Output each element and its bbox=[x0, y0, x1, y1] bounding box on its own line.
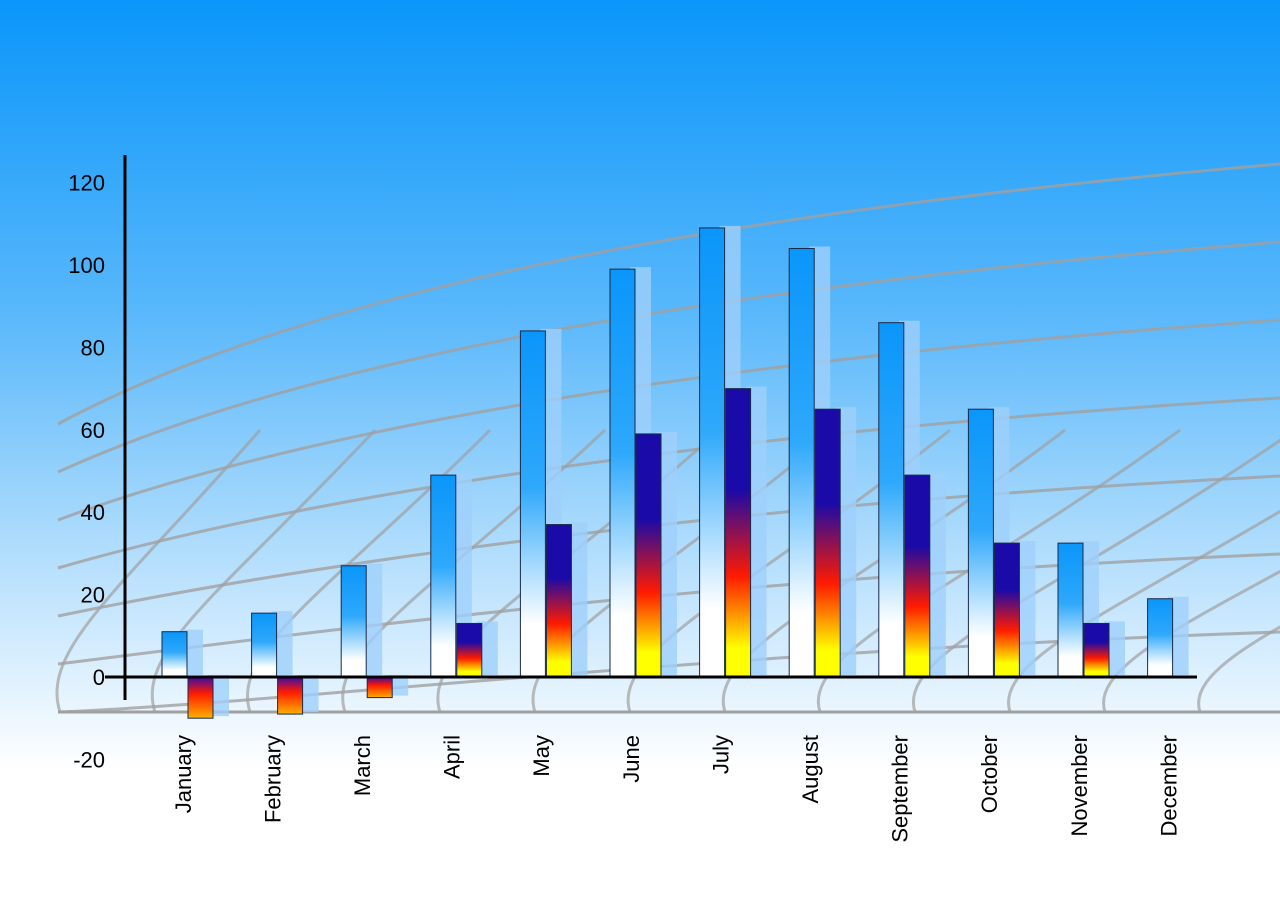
x-tick-label: April bbox=[440, 735, 465, 779]
bar-series2-april bbox=[456, 622, 483, 678]
bar-series1-october bbox=[967, 408, 994, 678]
x-tick-label: January bbox=[171, 735, 196, 813]
y-tick-label: 0 bbox=[93, 665, 105, 690]
x-tick-label: July bbox=[708, 735, 733, 774]
x-tick-label: November bbox=[1067, 735, 1092, 836]
x-tick-label: October bbox=[977, 735, 1002, 813]
bar-series1-may bbox=[519, 330, 546, 678]
grid-line bbox=[246, 428, 492, 713]
grid-line bbox=[57, 162, 1280, 426]
bar-series1-april bbox=[430, 474, 457, 678]
bar-series2-february bbox=[277, 676, 304, 715]
x-tick-label: December bbox=[1156, 735, 1181, 836]
bar-series1-june bbox=[609, 268, 636, 678]
bar-series2-august bbox=[814, 408, 841, 678]
y-tick-label: 120 bbox=[68, 171, 105, 196]
bars: January February March April May June July Augu… bbox=[161, 225, 1189, 843]
bar-series2-june bbox=[635, 433, 662, 678]
x-tick-label: May bbox=[529, 735, 554, 777]
y-tick-label: 60 bbox=[81, 418, 105, 443]
bar-series2-october bbox=[993, 542, 1020, 678]
bar-series2-january bbox=[187, 676, 214, 719]
bar-series1-november bbox=[1057, 542, 1084, 678]
bar-series1-july bbox=[699, 227, 726, 678]
grid-line bbox=[1007, 509, 1280, 713]
bar-series1-august bbox=[788, 248, 815, 678]
x-tick-label: September bbox=[888, 735, 913, 843]
axes: -20 0 20 40 60 80 100 120 bbox=[68, 155, 1197, 772]
bar-series2-november bbox=[1083, 622, 1110, 678]
y-tick-label: 80 bbox=[81, 335, 105, 360]
y-tick-label: -20 bbox=[73, 747, 105, 772]
x-tick-label: June bbox=[619, 735, 644, 783]
grid-line bbox=[55, 429, 262, 713]
bar-series1-january bbox=[161, 631, 188, 678]
y-tick-label: 100 bbox=[68, 253, 105, 278]
bar-series1-december bbox=[1147, 598, 1174, 678]
grid-line bbox=[150, 428, 377, 713]
bar-series2-may bbox=[545, 524, 572, 678]
y-tick-label: 40 bbox=[81, 500, 105, 525]
grid-line bbox=[1102, 569, 1280, 713]
x-tick-label: March bbox=[350, 735, 375, 796]
bar-series1-september bbox=[878, 322, 905, 678]
x-tick-label: August bbox=[798, 735, 823, 804]
bar-series2-july bbox=[725, 388, 752, 678]
y-tick-label: 20 bbox=[81, 583, 105, 608]
bar-series1-february bbox=[251, 612, 278, 678]
grid-line bbox=[1197, 625, 1280, 713]
bar-series1-march bbox=[340, 565, 367, 678]
x-tick-label: February bbox=[260, 735, 285, 823]
bar-series2-september bbox=[904, 474, 931, 678]
bar-series2-march bbox=[366, 676, 393, 699]
